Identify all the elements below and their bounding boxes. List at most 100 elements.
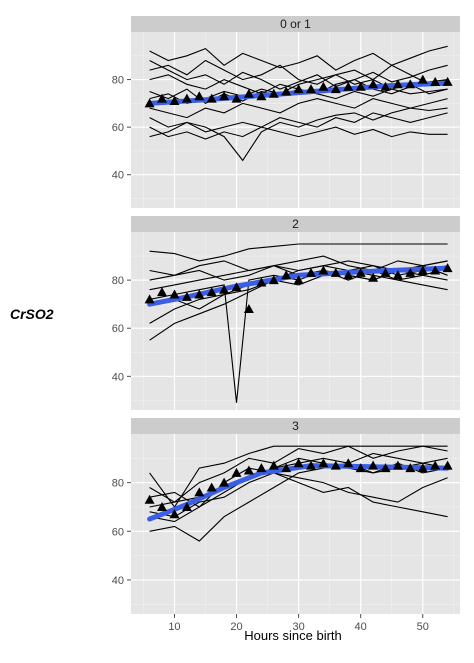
facet-strip xyxy=(131,418,460,434)
individual-series-line xyxy=(149,472,448,518)
mean-triangle-marker xyxy=(144,494,155,504)
mean-triangle-marker xyxy=(281,463,292,473)
mean-triangle-marker xyxy=(281,270,292,280)
mean-triangle-marker xyxy=(380,463,391,473)
mean-triangle-marker xyxy=(430,460,441,470)
mean-triangle-marker xyxy=(157,502,167,511)
mean-triangle-marker xyxy=(368,272,379,282)
mean-triangle-marker xyxy=(306,84,316,94)
mean-triangle-marker xyxy=(405,463,416,473)
facet-strip-label: 3 xyxy=(292,419,299,433)
mean-triangle-marker xyxy=(355,267,366,277)
mean-triangle-marker xyxy=(243,465,254,475)
y-tick-label: 80 xyxy=(112,75,124,87)
mean-triangle-marker xyxy=(306,460,316,470)
x-tick-label: 30 xyxy=(292,621,304,633)
y-tick-label: 60 xyxy=(112,526,124,538)
x-tick-label: 20 xyxy=(230,621,242,633)
mean-triangle-marker xyxy=(206,287,217,297)
mean-triangle-marker xyxy=(405,79,416,89)
mean-triangle-marker xyxy=(318,81,329,91)
mean-triangle-marker xyxy=(442,76,453,86)
mean-triangle-marker xyxy=(231,93,242,103)
x-axis-title: Hours since birth xyxy=(244,628,342,643)
mean-triangle-marker xyxy=(330,267,341,277)
mean-triangle-marker xyxy=(442,460,453,470)
mean-triangle-marker xyxy=(256,463,267,473)
mean-triangle-marker xyxy=(318,458,329,468)
mean-triangle-marker xyxy=(417,265,428,275)
individual-series-line xyxy=(149,98,448,119)
mean-triangle-marker xyxy=(181,502,192,511)
mean-triangle-marker xyxy=(219,284,230,294)
x-tick-label: 40 xyxy=(355,621,367,633)
y-tick-label: 40 xyxy=(112,371,124,383)
mean-triangle-marker xyxy=(417,463,428,473)
mean-triangle-marker xyxy=(169,509,180,519)
facet-panel: 0 or 1 40 60 80 xyxy=(112,16,460,208)
mean-triangle-marker xyxy=(380,267,391,277)
mean-triangle-marker xyxy=(306,267,316,277)
y-tick-label: 60 xyxy=(112,323,124,335)
individual-series-line xyxy=(149,112,448,133)
mean-triangle-marker xyxy=(243,304,254,313)
mean-triangle-marker xyxy=(368,79,379,89)
individual-series-line xyxy=(149,45,448,71)
mean-triangle-marker xyxy=(206,93,217,103)
mean-triangle-marker xyxy=(181,93,192,103)
mean-triangle-marker xyxy=(268,275,279,285)
mean-triangle-marker xyxy=(430,265,441,275)
mean-triangle-marker xyxy=(318,265,329,275)
mean-triangle-marker xyxy=(169,96,180,105)
mean-triangle-marker xyxy=(355,81,366,91)
mean-triangle-marker xyxy=(430,76,441,86)
mean-triangle-marker xyxy=(144,294,155,304)
mean-triangle-marker xyxy=(442,263,453,273)
mean-triangle-marker xyxy=(144,98,155,108)
mean-triangle-marker xyxy=(231,467,242,477)
mean-triangle-marker xyxy=(256,277,267,287)
individual-series-line xyxy=(149,445,448,508)
y-tick-label: 60 xyxy=(112,122,124,134)
facet-panel: 2 40 60 80 xyxy=(112,216,460,410)
mean-triangle-marker xyxy=(368,460,379,470)
mean-markers xyxy=(144,74,453,108)
mean-triangle-marker xyxy=(243,88,254,98)
panel-background xyxy=(131,32,460,208)
mean-triangle-marker xyxy=(293,458,304,468)
facet-panel: 3 40 60 80 10 20 30 40 50 xyxy=(112,418,460,633)
mean-triangle-marker xyxy=(392,79,403,89)
mean-triangle-marker xyxy=(157,93,167,103)
individual-series-line xyxy=(149,126,448,140)
mean-triangle-marker xyxy=(219,91,230,101)
mean-triangle-marker xyxy=(380,81,391,91)
mean-triangle-marker xyxy=(392,460,403,470)
y-tick-label: 80 xyxy=(112,275,124,287)
mean-triangle-marker xyxy=(343,81,354,91)
mean-triangle-marker xyxy=(405,267,416,277)
y-axis-title: CrSO2 xyxy=(10,306,54,322)
mean-triangle-marker xyxy=(157,287,167,297)
individual-series-line xyxy=(149,467,448,518)
mean-triangle-marker xyxy=(194,289,205,299)
facet-strip-label: 2 xyxy=(292,217,299,231)
y-tick-label: 40 xyxy=(112,170,124,182)
individual-series-line xyxy=(149,255,448,291)
mean-triangle-marker xyxy=(355,463,366,473)
mean-markers xyxy=(144,263,453,313)
x-tick-label: 10 xyxy=(168,621,180,633)
mean-triangle-marker xyxy=(343,458,354,468)
mean-triangle-marker xyxy=(330,460,341,470)
mean-triangle-marker xyxy=(343,270,354,280)
fitted-trend-line xyxy=(147,265,451,307)
mean-triangle-marker xyxy=(219,477,230,487)
individual-series-line xyxy=(149,445,448,503)
mean-triangle-marker xyxy=(194,487,205,497)
mean-triangle-marker xyxy=(194,91,205,101)
facet-strip xyxy=(131,216,460,232)
mean-triangle-marker xyxy=(231,282,242,292)
mean-triangle-marker xyxy=(169,289,180,299)
y-tick-label: 80 xyxy=(112,478,124,490)
mean-triangle-marker xyxy=(293,275,304,285)
